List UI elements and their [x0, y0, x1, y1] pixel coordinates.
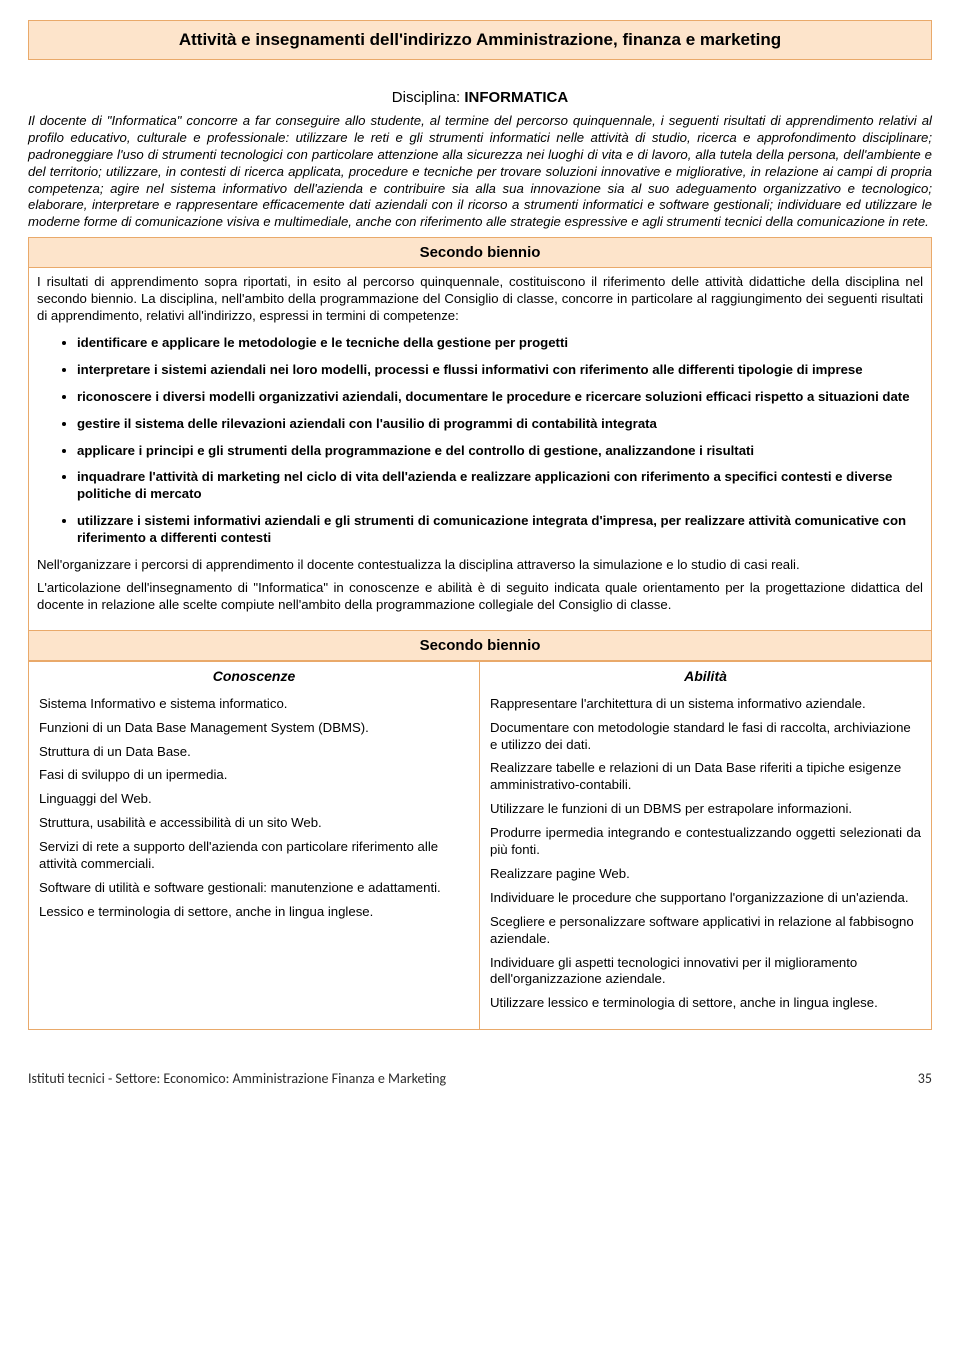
- abilita-item: Documentare con metodologie standard le …: [490, 720, 921, 754]
- conoscenze-item: Struttura di un Data Base.: [39, 744, 469, 761]
- abilita-item: Individuare le procedure che supportano …: [490, 890, 921, 907]
- discipline-line: Disciplina: INFORMATICA: [28, 88, 932, 107]
- page-number: 35: [918, 1070, 932, 1088]
- section1-header: Secondo biennio: [29, 237, 931, 268]
- two-column-block: Conoscenze Sistema Informativo e sistema…: [29, 661, 931, 1029]
- discipline-name: INFORMATICA: [464, 89, 568, 106]
- list-item: gestire il sistema delle rilevazioni azi…: [77, 416, 923, 433]
- page-title-box: Attività e insegnamenti dell'indirizzo A…: [28, 20, 932, 60]
- section1-body: I risultati di apprendimento sopra ripor…: [29, 268, 931, 629]
- abilita-item: Rappresentare l'architettura di un siste…: [490, 696, 921, 713]
- abilita-item: Individuare gli aspetti tecnologici inno…: [490, 955, 921, 989]
- list-item: inquadrare l'attività di marketing nel c…: [77, 469, 923, 503]
- abilita-item: Realizzare pagine Web.: [490, 866, 921, 883]
- conoscenze-item: Struttura, usabilità e accessibilità di …: [39, 815, 469, 832]
- list-item: interpretare i sistemi aziendali nei lor…: [77, 362, 923, 379]
- abilita-item: Utilizzare lessico e terminologia di set…: [490, 995, 921, 1012]
- after-bullets-2: L'articolazione dell'insegnamento di "In…: [37, 580, 923, 614]
- conoscenze-header: Conoscenze: [39, 668, 469, 686]
- discipline-label: Disciplina:: [392, 89, 465, 106]
- after-bullets-1: Nell'organizzare i percorsi di apprendim…: [37, 557, 923, 574]
- competence-list: identificare e applicare le metodologie …: [37, 335, 923, 547]
- list-item: riconoscere i diversi modelli organizzat…: [77, 389, 923, 406]
- conoscenze-item: Linguaggi del Web.: [39, 791, 469, 808]
- page-footer: Istituti tecnici - Settore: Economico: A…: [28, 1070, 932, 1088]
- conoscenze-item: Lessico e terminologia di settore, anche…: [39, 904, 469, 921]
- section1-intro: I risultati di apprendimento sopra ripor…: [37, 274, 923, 325]
- list-item: identificare e applicare le metodologie …: [77, 335, 923, 352]
- abilita-column: Abilità Rappresentare l'architettura di …: [480, 662, 931, 1029]
- conoscenze-item: Servizi di rete a supporto dell'azienda …: [39, 839, 469, 873]
- intro-paragraph: Il docente di "Informatica" concorre a f…: [28, 113, 932, 231]
- conoscenze-column: Conoscenze Sistema Informativo e sistema…: [29, 662, 480, 1029]
- content-table: Secondo biennio I risultati di apprendim…: [28, 237, 932, 1030]
- abilita-header: Abilità: [490, 668, 921, 686]
- page-title: Attività e insegnamenti dell'indirizzo A…: [179, 30, 781, 49]
- list-item: utilizzare i sistemi informativi azienda…: [77, 513, 923, 547]
- abilita-item: Utilizzare le funzioni di un DBMS per es…: [490, 801, 921, 818]
- conoscenze-item: Software di utilità e software gestional…: [39, 880, 469, 897]
- after-bullets-block: Nell'organizzare i percorsi di apprendim…: [37, 557, 923, 614]
- conoscenze-item: Fasi di sviluppo di un ipermedia.: [39, 767, 469, 784]
- conoscenze-item: Funzioni di un Data Base Management Syst…: [39, 720, 469, 737]
- footer-text: Istituti tecnici - Settore: Economico: A…: [28, 1070, 446, 1088]
- conoscenze-item: Sistema Informativo e sistema informatic…: [39, 696, 469, 713]
- abilita-item: Produrre ipermedia integrando e contestu…: [490, 825, 921, 859]
- section2-header: Secondo biennio: [29, 630, 931, 661]
- list-item: applicare i principi e gli strumenti del…: [77, 443, 923, 460]
- abilita-item: Scegliere e personalizzare software appl…: [490, 914, 921, 948]
- abilita-item: Realizzare tabelle e relazioni di un Dat…: [490, 760, 921, 794]
